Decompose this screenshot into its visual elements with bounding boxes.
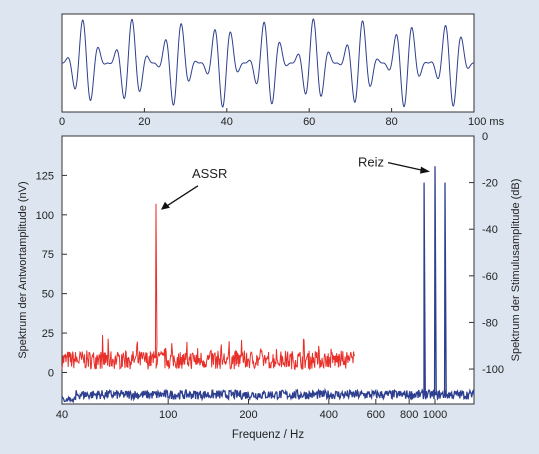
left-y-axis: 0 25 50 75 100 125: [36, 170, 67, 379]
annotation-arrow: [163, 185, 199, 209]
annotation-arrow: [387, 161, 425, 172]
right-y-tick-label: -20: [482, 178, 498, 190]
x-axis-label: Frequenz / Hz: [232, 429, 304, 441]
left-y-tick-label: 125: [36, 170, 54, 182]
x-tick-label: 800: [400, 409, 418, 421]
spectrum-panel: [61, 135, 475, 405]
response-spectrum-line: [61, 203, 356, 371]
left-y-axis-label: Spektrum der Antwortamplitude (nV): [17, 181, 29, 358]
right-y-axis: 0 -20 -40 -60 -80 -100: [469, 131, 504, 376]
waveform-x-tick-label: 0: [59, 116, 65, 128]
waveform-x-tick-label: 100 ms: [468, 116, 505, 128]
right-y-tick-label: -60: [482, 271, 498, 283]
annotation-reiz: Reiz: [358, 155, 384, 170]
right-y-tick-label: -80: [482, 317, 498, 329]
stimulus-spectrum-line: [61, 166, 475, 404]
left-y-tick-label: 25: [42, 328, 54, 340]
x-tick-label: 40: [56, 409, 68, 421]
waveform-x-tick-label: 60: [303, 116, 315, 128]
annotation-arrowhead: [160, 201, 170, 210]
right-y-tick-label: -100: [482, 364, 504, 376]
annotations: ASSR Reiz: [160, 155, 431, 210]
waveform-x-axis: 0 20 40 60 80 100 ms: [59, 108, 505, 128]
waveform-x-tick-label: 20: [138, 116, 150, 128]
x-tick-label: 100: [159, 409, 177, 421]
annotation-arrowhead: [420, 166, 431, 174]
right-y-tick-label: 0: [482, 131, 488, 143]
x-tick-label: 1000: [423, 409, 447, 421]
annotation-assr: ASSR: [192, 166, 227, 181]
left-y-tick-label: 75: [42, 249, 54, 261]
waveform-x-tick-label: 80: [385, 116, 397, 128]
left-y-tick-label: 50: [42, 289, 54, 301]
waveform-line: [62, 18, 474, 108]
left-y-tick-label: 0: [48, 367, 54, 379]
right-y-axis-label: Spektrum der Stimulusamplitude (dB): [510, 179, 522, 362]
x-tick-label: 600: [367, 409, 385, 421]
waveform-x-tick-label: 40: [221, 116, 233, 128]
x-tick-label: 400: [320, 409, 338, 421]
x-tick-label: 200: [239, 409, 257, 421]
x-axis: 40 100 200 400 600 800 1000: [56, 399, 447, 421]
left-y-tick-label: 100: [36, 210, 54, 222]
right-y-tick-label: -40: [482, 224, 498, 236]
